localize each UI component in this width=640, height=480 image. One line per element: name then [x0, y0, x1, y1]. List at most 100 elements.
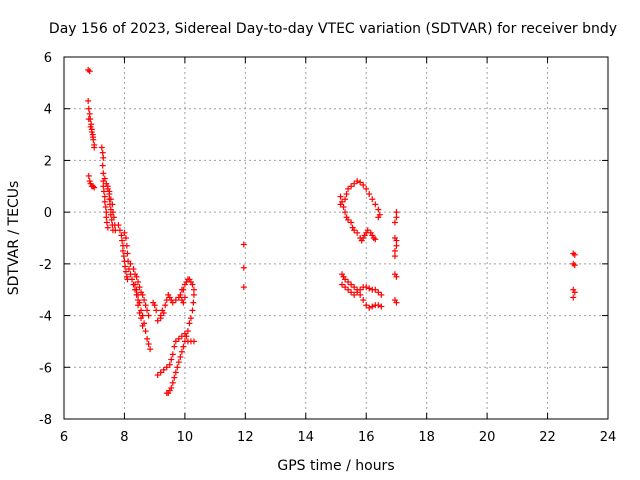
data-point [366, 304, 373, 311]
data-point [180, 343, 187, 350]
data-point [100, 170, 107, 177]
data-point [369, 303, 376, 310]
data-point [151, 302, 158, 309]
data-point [351, 284, 358, 291]
y-axis-label: SDTVAR / TECUs [6, 181, 22, 296]
data-point [115, 222, 122, 229]
data-point [154, 372, 161, 379]
data-point [110, 214, 117, 221]
data-point [138, 315, 145, 322]
data-point [162, 302, 169, 309]
data-point [145, 341, 152, 348]
data-point [393, 273, 400, 280]
data-point [144, 335, 151, 342]
data-point [571, 251, 578, 258]
data-point [101, 193, 108, 200]
data-point [337, 201, 344, 208]
data-point [121, 229, 128, 236]
data-point [375, 214, 382, 221]
y-tick-labels: -8 -6 -4 -2 0 2 4 6 [39, 51, 52, 428]
data-point [351, 227, 358, 234]
x-tick-label: 10 [177, 430, 194, 445]
data-point [393, 237, 400, 244]
data-point [354, 229, 361, 236]
data-point [363, 284, 370, 291]
data-point [122, 263, 129, 270]
plot-frame [63, 56, 609, 420]
data-point [85, 105, 92, 112]
data-point [354, 289, 361, 296]
data-point [175, 359, 182, 366]
data-point [116, 227, 123, 234]
data-point [351, 180, 358, 187]
data-point [372, 201, 379, 208]
data-point [169, 299, 176, 306]
x-tick-label: 14 [298, 430, 315, 445]
data-point [340, 203, 347, 210]
y-tick-label: -2 [39, 258, 52, 273]
data-point [90, 134, 97, 141]
data-point [168, 356, 175, 363]
data-point [357, 286, 364, 293]
data-point [88, 128, 95, 135]
data-point [393, 299, 400, 306]
data-point [348, 219, 355, 226]
data-point [391, 253, 398, 260]
data-point [354, 178, 361, 185]
data-point [342, 284, 349, 291]
data-point [107, 196, 114, 203]
data-point [183, 333, 190, 340]
data-point [172, 297, 179, 304]
data-point [175, 335, 182, 342]
grid [64, 57, 608, 419]
x-tick-label: 22 [539, 430, 556, 445]
data-point [109, 201, 116, 208]
data-point [366, 191, 373, 198]
y-tick-label: -8 [39, 413, 52, 428]
data-point [132, 281, 139, 288]
data-point [135, 302, 142, 309]
data-point [85, 116, 92, 123]
data-point [142, 328, 149, 335]
data-point [172, 338, 179, 345]
data-point [103, 214, 110, 221]
data-point [391, 247, 398, 254]
data-point [119, 247, 126, 254]
data-point [103, 209, 110, 216]
data-point [240, 284, 247, 291]
data-point [106, 188, 113, 195]
data-point [357, 179, 364, 186]
y-tick-label: -4 [39, 310, 52, 325]
data-point [393, 214, 400, 221]
data-point [91, 184, 98, 191]
data-point [100, 188, 107, 195]
data-point [159, 307, 166, 314]
data-point [391, 219, 398, 226]
data-point [348, 289, 355, 296]
data-point [375, 206, 382, 213]
x-tick-labels: 6 8 10 12 14 16 18 20 22 24 [60, 430, 616, 445]
data-point [177, 353, 184, 360]
data-point [345, 216, 352, 223]
data-point [342, 209, 349, 216]
data-point [343, 191, 350, 198]
data-points [85, 66, 578, 397]
data-point [103, 219, 110, 226]
data-point [181, 294, 188, 301]
data-point [122, 235, 129, 241]
x-tick-label: 24 [600, 430, 617, 445]
data-point [189, 281, 196, 288]
data-point [98, 144, 105, 151]
data-point [378, 303, 385, 310]
data-point [122, 268, 129, 275]
data-point [86, 110, 93, 117]
data-point [109, 209, 116, 216]
data-point [375, 302, 382, 309]
data-point [130, 266, 137, 273]
data-point [178, 348, 185, 355]
data-point [99, 149, 106, 156]
data-point [127, 260, 134, 267]
data-point [337, 193, 344, 200]
data-point [99, 162, 106, 169]
data-point [154, 317, 161, 324]
